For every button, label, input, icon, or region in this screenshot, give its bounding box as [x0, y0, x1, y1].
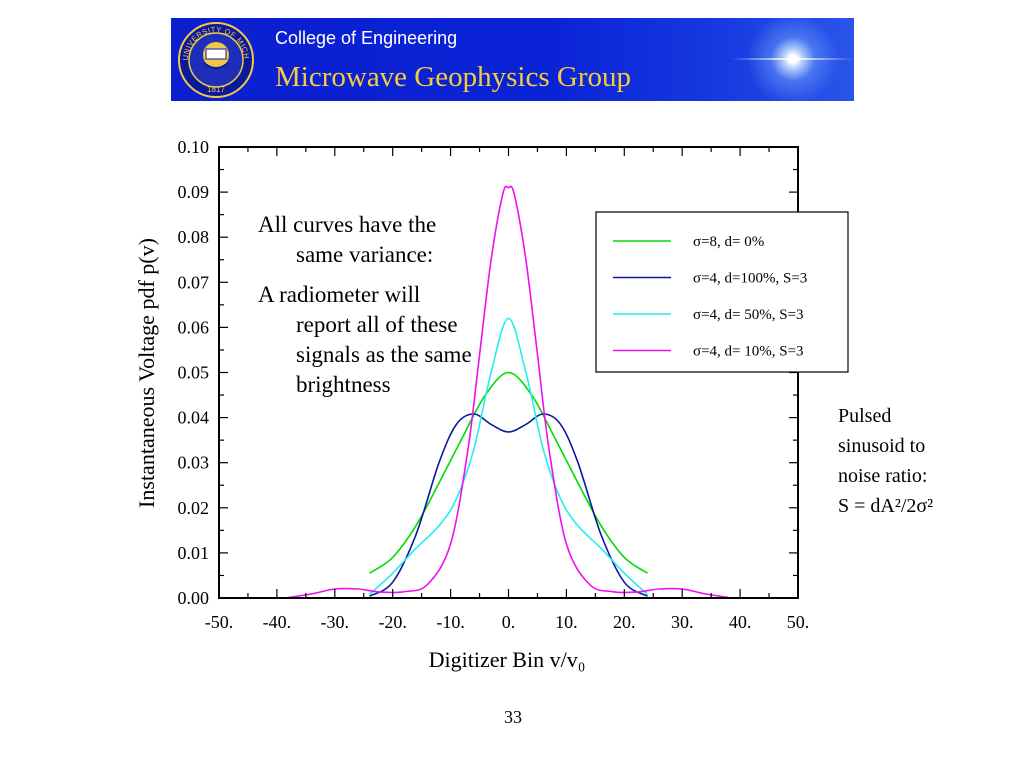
x-tick-label: 40.: [729, 612, 752, 632]
variance-note-paragraph-1: All curves have the same variance:: [258, 212, 437, 267]
variance-note-paragraph-2: A radiometer will report all of these si…: [258, 282, 472, 397]
y-tick-label: 0.01: [178, 543, 210, 563]
banner-subtitle: College of Engineering: [275, 28, 458, 48]
header-banner: THE UNIVERSITY OF MICHIGAN 1817 College …: [171, 18, 854, 101]
y-tick-label: 0.02: [178, 498, 210, 518]
light-flare-streak: [731, 58, 854, 60]
page-number: 33: [504, 707, 522, 727]
legend-box: [595, 211, 849, 373]
x-axis-label: Digitizer Bin v/v₀: [429, 647, 586, 672]
x-tick-label: 50.: [787, 612, 810, 632]
legend-label-4: σ=4, d= 10%, S=3: [693, 344, 804, 360]
banner-title: Microwave Geophysics Group: [275, 61, 631, 93]
series-line-3: [368, 317, 649, 595]
x-tick-label: -10.: [436, 612, 465, 632]
x-tick-label: -20.: [378, 612, 407, 632]
x-tick-label: -50.: [205, 612, 234, 632]
series-line-4: [288, 185, 729, 599]
chart-legend: σ=8, d= 0% σ=4, d=100%, S=3 σ=4, d= 50%, S…: [595, 211, 849, 373]
series-line-1: [369, 371, 648, 574]
snr-formula: S = dA²/2σ²: [838, 495, 934, 517]
y-tick-label: 0.06: [178, 317, 210, 337]
x-tick-label: 0.: [502, 612, 516, 632]
x-tick-label: 30.: [671, 612, 694, 632]
university-seal-icon: THE UNIVERSITY OF MICHIGAN 1817: [177, 21, 254, 98]
snr-note-line-3: noise ratio:: [838, 465, 928, 487]
x-tick-label: 10.: [555, 612, 578, 632]
snr-note-line-2: sinusoid to: [838, 435, 926, 457]
y-tick-label: 0.04: [178, 408, 210, 428]
x-tick-label: 20.: [613, 612, 636, 632]
legend-label-3: σ=4, d= 50%, S=3: [693, 307, 804, 323]
y-tick-label: 0.09: [178, 182, 210, 202]
x-tick-label: -30.: [321, 612, 350, 632]
y-tick-label: 0.10: [178, 137, 210, 157]
y-tick-label: 0.07: [178, 272, 210, 292]
y-tick-label: 0.08: [178, 227, 210, 247]
snr-note-line-1: Pulsed: [838, 405, 892, 427]
x-tick-label: -40.: [263, 612, 292, 632]
y-axis-label: Instantaneous Voltage pdf p(v): [134, 238, 159, 508]
seal-year: 1817: [207, 85, 225, 94]
variance-note: All curves have the same variance: A rad…: [258, 210, 478, 410]
chart-tick-labels: -50. -40. -30. -20. -10. 0. 10. 20. 30. 40. 50. 0.0…: [178, 137, 810, 632]
chart-curves: [288, 185, 729, 599]
y-tick-label: 0.03: [178, 453, 210, 473]
series-line-2: [369, 413, 648, 597]
y-tick-label: 0.05: [178, 363, 210, 383]
snr-note: Pulsed sinusoid to noise ratio: S = dA²/…: [838, 401, 1018, 521]
legend-label-1: σ=8, d= 0%: [693, 234, 764, 250]
y-tick-label: 0.00: [178, 588, 210, 608]
legend-label-2: σ=4, d=100%, S=3: [693, 271, 807, 287]
